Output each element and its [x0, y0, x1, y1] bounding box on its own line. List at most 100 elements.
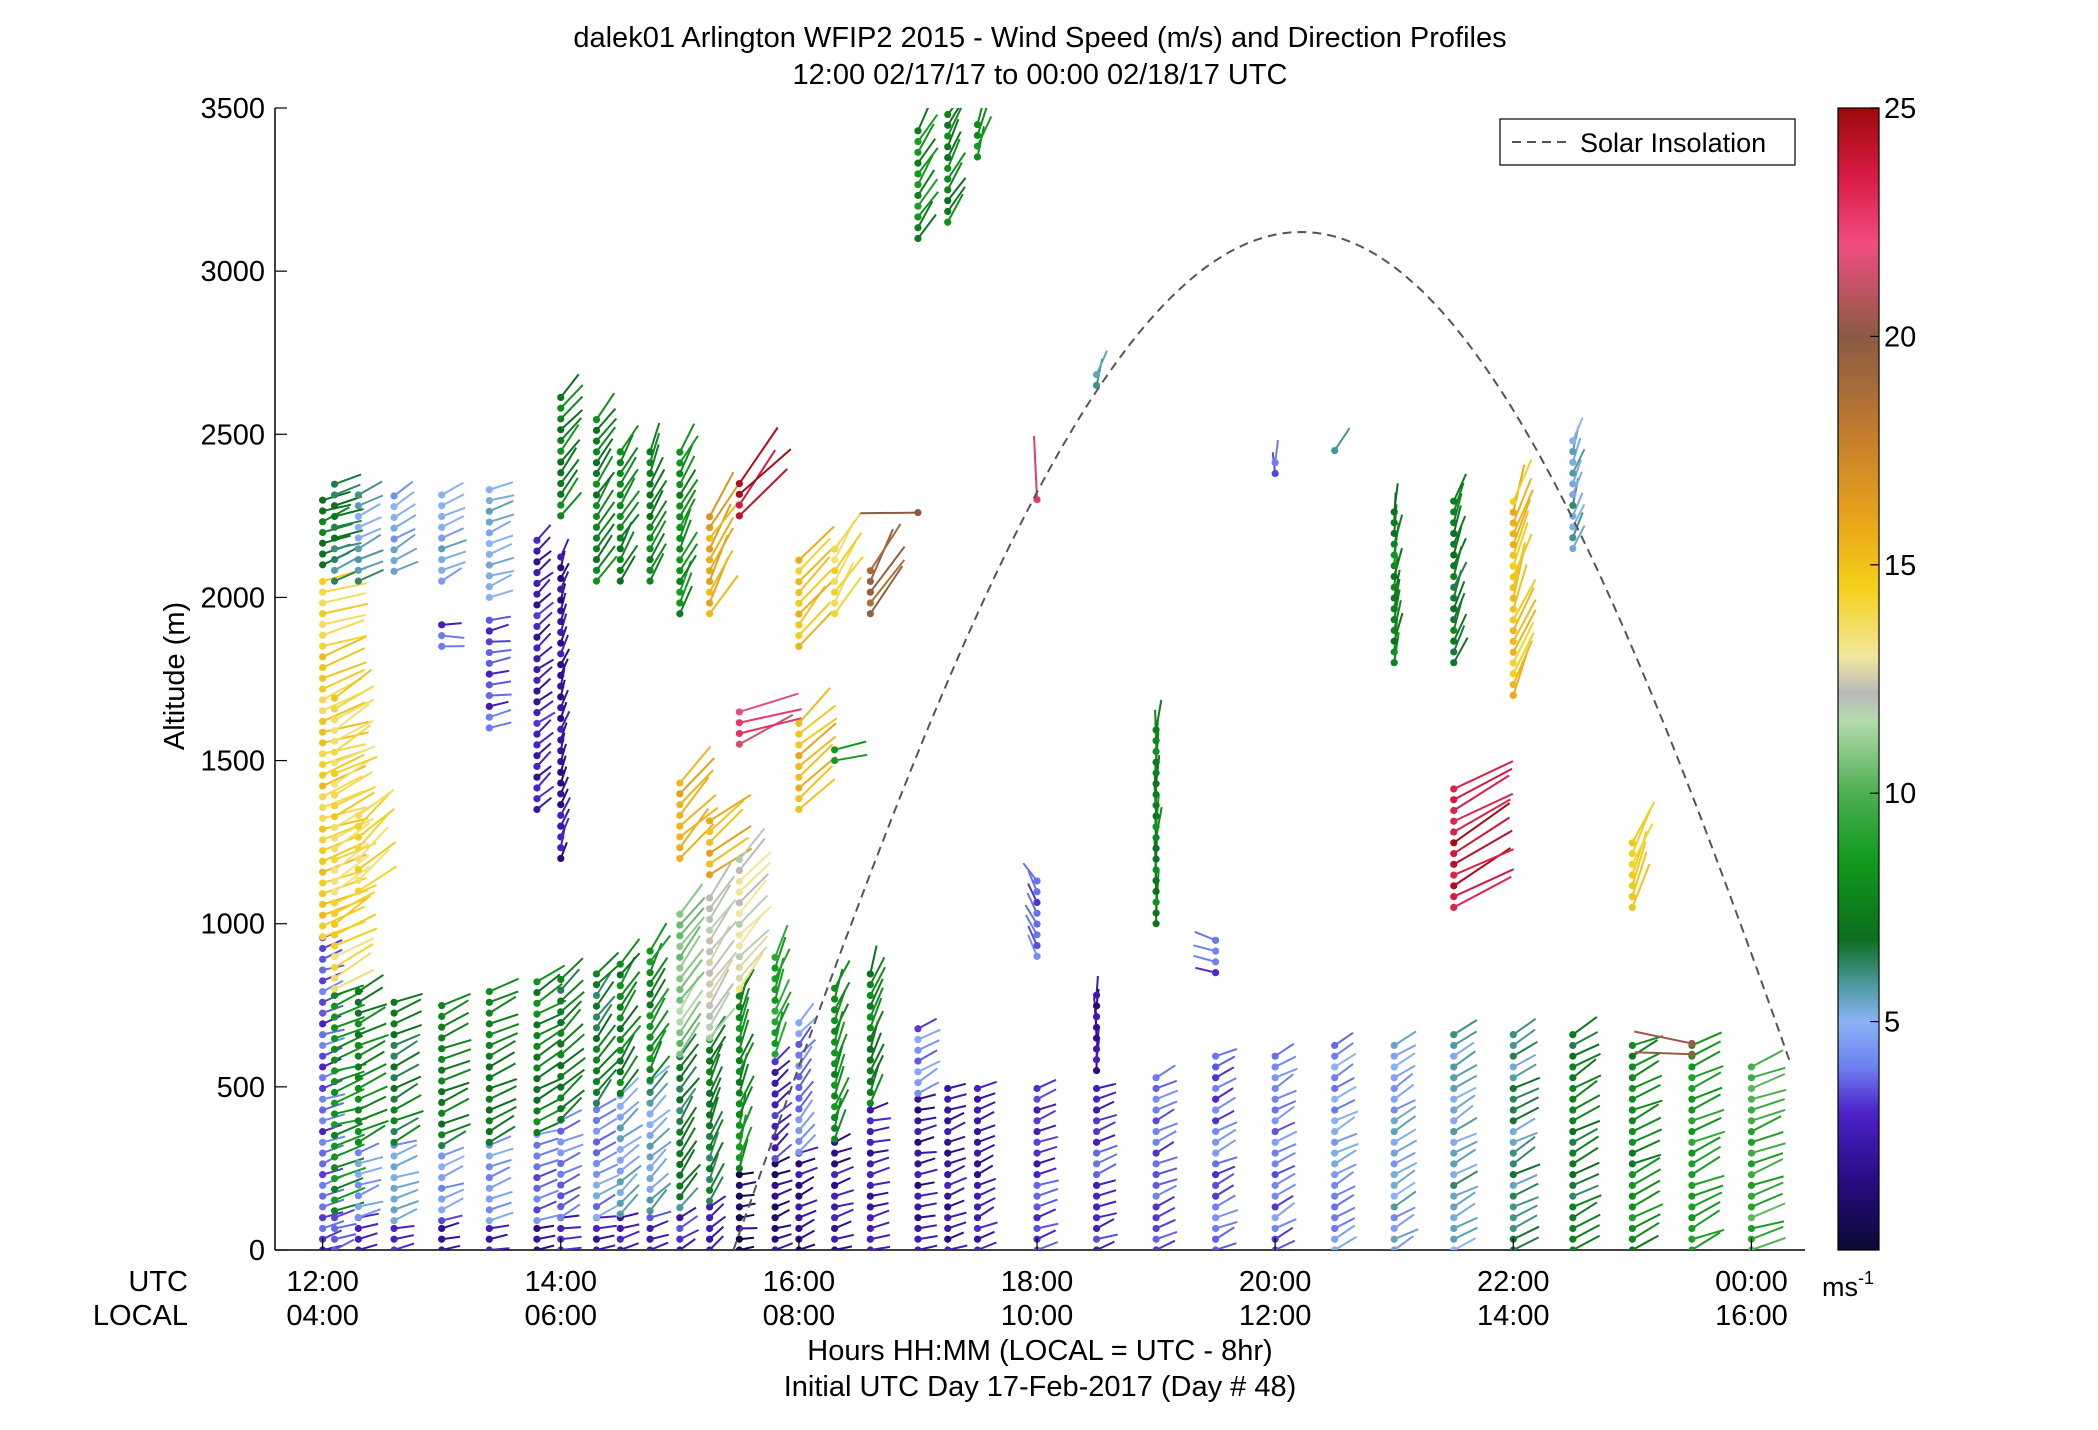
wind-vane-dot: [593, 427, 600, 434]
wind-vane-dot: [331, 1100, 338, 1107]
wind-vane-dot: [974, 121, 981, 128]
wind-vane-dot: [438, 556, 445, 563]
wind-vane-dot: [355, 887, 362, 894]
wind-vane-dot: [1510, 563, 1517, 570]
wind-vane-dot: [390, 1020, 397, 1027]
wind-vane-dot: [319, 1139, 326, 1146]
x-tick-label-utc: 16:00: [763, 1266, 836, 1298]
wind-vane-dot: [831, 1171, 838, 1178]
wind-vane-dot: [914, 1025, 921, 1032]
y-tick-label: 2500: [200, 419, 265, 451]
wind-vane-dot: [593, 534, 600, 541]
wind-vane-dot: [974, 1246, 981, 1253]
wind-vane-dot: [319, 1171, 326, 1178]
wind-vane-dot: [1033, 1214, 1040, 1221]
wind-vane-dot: [390, 1246, 397, 1253]
wind-vane-dot: [1569, 470, 1576, 477]
colorbar-tick-label: 10: [1884, 778, 1916, 810]
wind-vane-dot: [1569, 1117, 1576, 1124]
wind-vane-dot: [1212, 1149, 1219, 1156]
wind-vane-dot: [319, 804, 326, 811]
wind-vane-dot: [1331, 1246, 1338, 1253]
wind-vane-dot: [676, 844, 683, 851]
wind-vane-dot: [676, 1051, 683, 1058]
wind-vane-dot: [646, 1110, 653, 1117]
wind-vane-dot: [355, 545, 362, 552]
wind-vane-dot: [331, 770, 338, 777]
wind-vane-dot: [533, 634, 540, 641]
wind-vane-dot: [1748, 1074, 1755, 1081]
wind-vane-dot: [1391, 627, 1398, 634]
wind-vane-dot: [533, 806, 540, 813]
wind-vane-dot: [486, 1236, 493, 1243]
wind-vane-dot: [1450, 1214, 1457, 1221]
wind-vane-dot: [319, 632, 326, 639]
wind-vane-dot: [706, 546, 713, 553]
wind-vane-dot: [1331, 1128, 1338, 1135]
wind-vane-dot: [1391, 530, 1398, 537]
wind-vane-dot: [533, 1236, 540, 1243]
wind-vane-dot: [706, 937, 713, 944]
wind-vane-dot: [390, 503, 397, 510]
wind-vane-dot: [706, 980, 713, 987]
wind-vane-dot: [736, 1133, 743, 1140]
wind-vane-dot: [1391, 1106, 1398, 1113]
wind-vane-dot: [1152, 1139, 1159, 1146]
wind-vane-dot: [486, 724, 493, 731]
wind-vane-dot: [1569, 1106, 1576, 1113]
x-tick-label-utc: 00:00: [1715, 1266, 1788, 1298]
wind-vane-dot: [795, 1138, 802, 1145]
wind-vane-dot: [1629, 1149, 1636, 1156]
wind-vane-dot: [617, 971, 624, 978]
wind-vane-dot: [593, 1171, 600, 1178]
wind-vane-dot: [736, 1014, 743, 1021]
wind-vane-dot: [438, 1246, 445, 1253]
wind-vane-dot: [533, 752, 540, 759]
wind-vane-dot: [1450, 659, 1457, 666]
wind-vane-dot: [676, 1064, 683, 1071]
wind-vane-dot: [438, 1152, 445, 1159]
wind-vane-dot: [533, 1086, 540, 1093]
wind-vane-dot: [1033, 1203, 1040, 1210]
wind-vane-dot: [319, 610, 326, 617]
wind-vane-dot: [1093, 1160, 1100, 1167]
wind-vane-dot: [646, 534, 653, 541]
wind-vane-dot: [867, 1149, 874, 1156]
wind-vane-dot: [1510, 1225, 1517, 1232]
wind-vane-dot: [1629, 1139, 1636, 1146]
wind-vane-dot: [646, 980, 653, 987]
wind-vane-dot: [617, 1236, 624, 1243]
wind-vane-dot: [1450, 648, 1457, 655]
wind-vane-dot: [486, 562, 493, 569]
wind-vane-dot: [795, 795, 802, 802]
wind-vane-dot: [331, 792, 338, 799]
wind-vane-dot: [331, 567, 338, 574]
wind-vane-dot: [1152, 748, 1159, 755]
wind-vane-dot: [557, 448, 564, 455]
wind-vane-dot: [593, 1024, 600, 1031]
wind-vane-dot: [331, 1132, 338, 1139]
wind-vane-dot: [593, 1214, 600, 1221]
wind-vane-dot: [706, 1246, 713, 1253]
wind-vane-dot: [331, 556, 338, 563]
wind-vane-dot: [1033, 1225, 1040, 1232]
wind-vane-dot: [706, 1111, 713, 1118]
wind-vane-dot: [831, 995, 838, 1002]
y-tick-label: 1000: [200, 909, 265, 941]
wind-vane-dot: [1152, 1171, 1159, 1178]
wind-vane-dot: [1272, 459, 1279, 466]
wind-vane-dot: [974, 1225, 981, 1232]
wind-vane-dot: [557, 501, 564, 508]
wind-vane-dot: [319, 945, 326, 952]
wind-vane-dot: [795, 578, 802, 585]
wind-vane-dot: [533, 612, 540, 619]
wind-vane-dot: [676, 833, 683, 840]
wind-vane-dot: [355, 988, 362, 995]
wind-vane-dot: [533, 1097, 540, 1104]
wind-vane-dot: [438, 1045, 445, 1052]
wind-vane-dot: [736, 719, 743, 726]
wind-vane-dot: [593, 502, 600, 509]
wind-vane-dot: [1272, 1106, 1279, 1113]
wind-vane-dot: [676, 556, 683, 563]
wind-vane-dot: [1688, 1063, 1695, 1070]
